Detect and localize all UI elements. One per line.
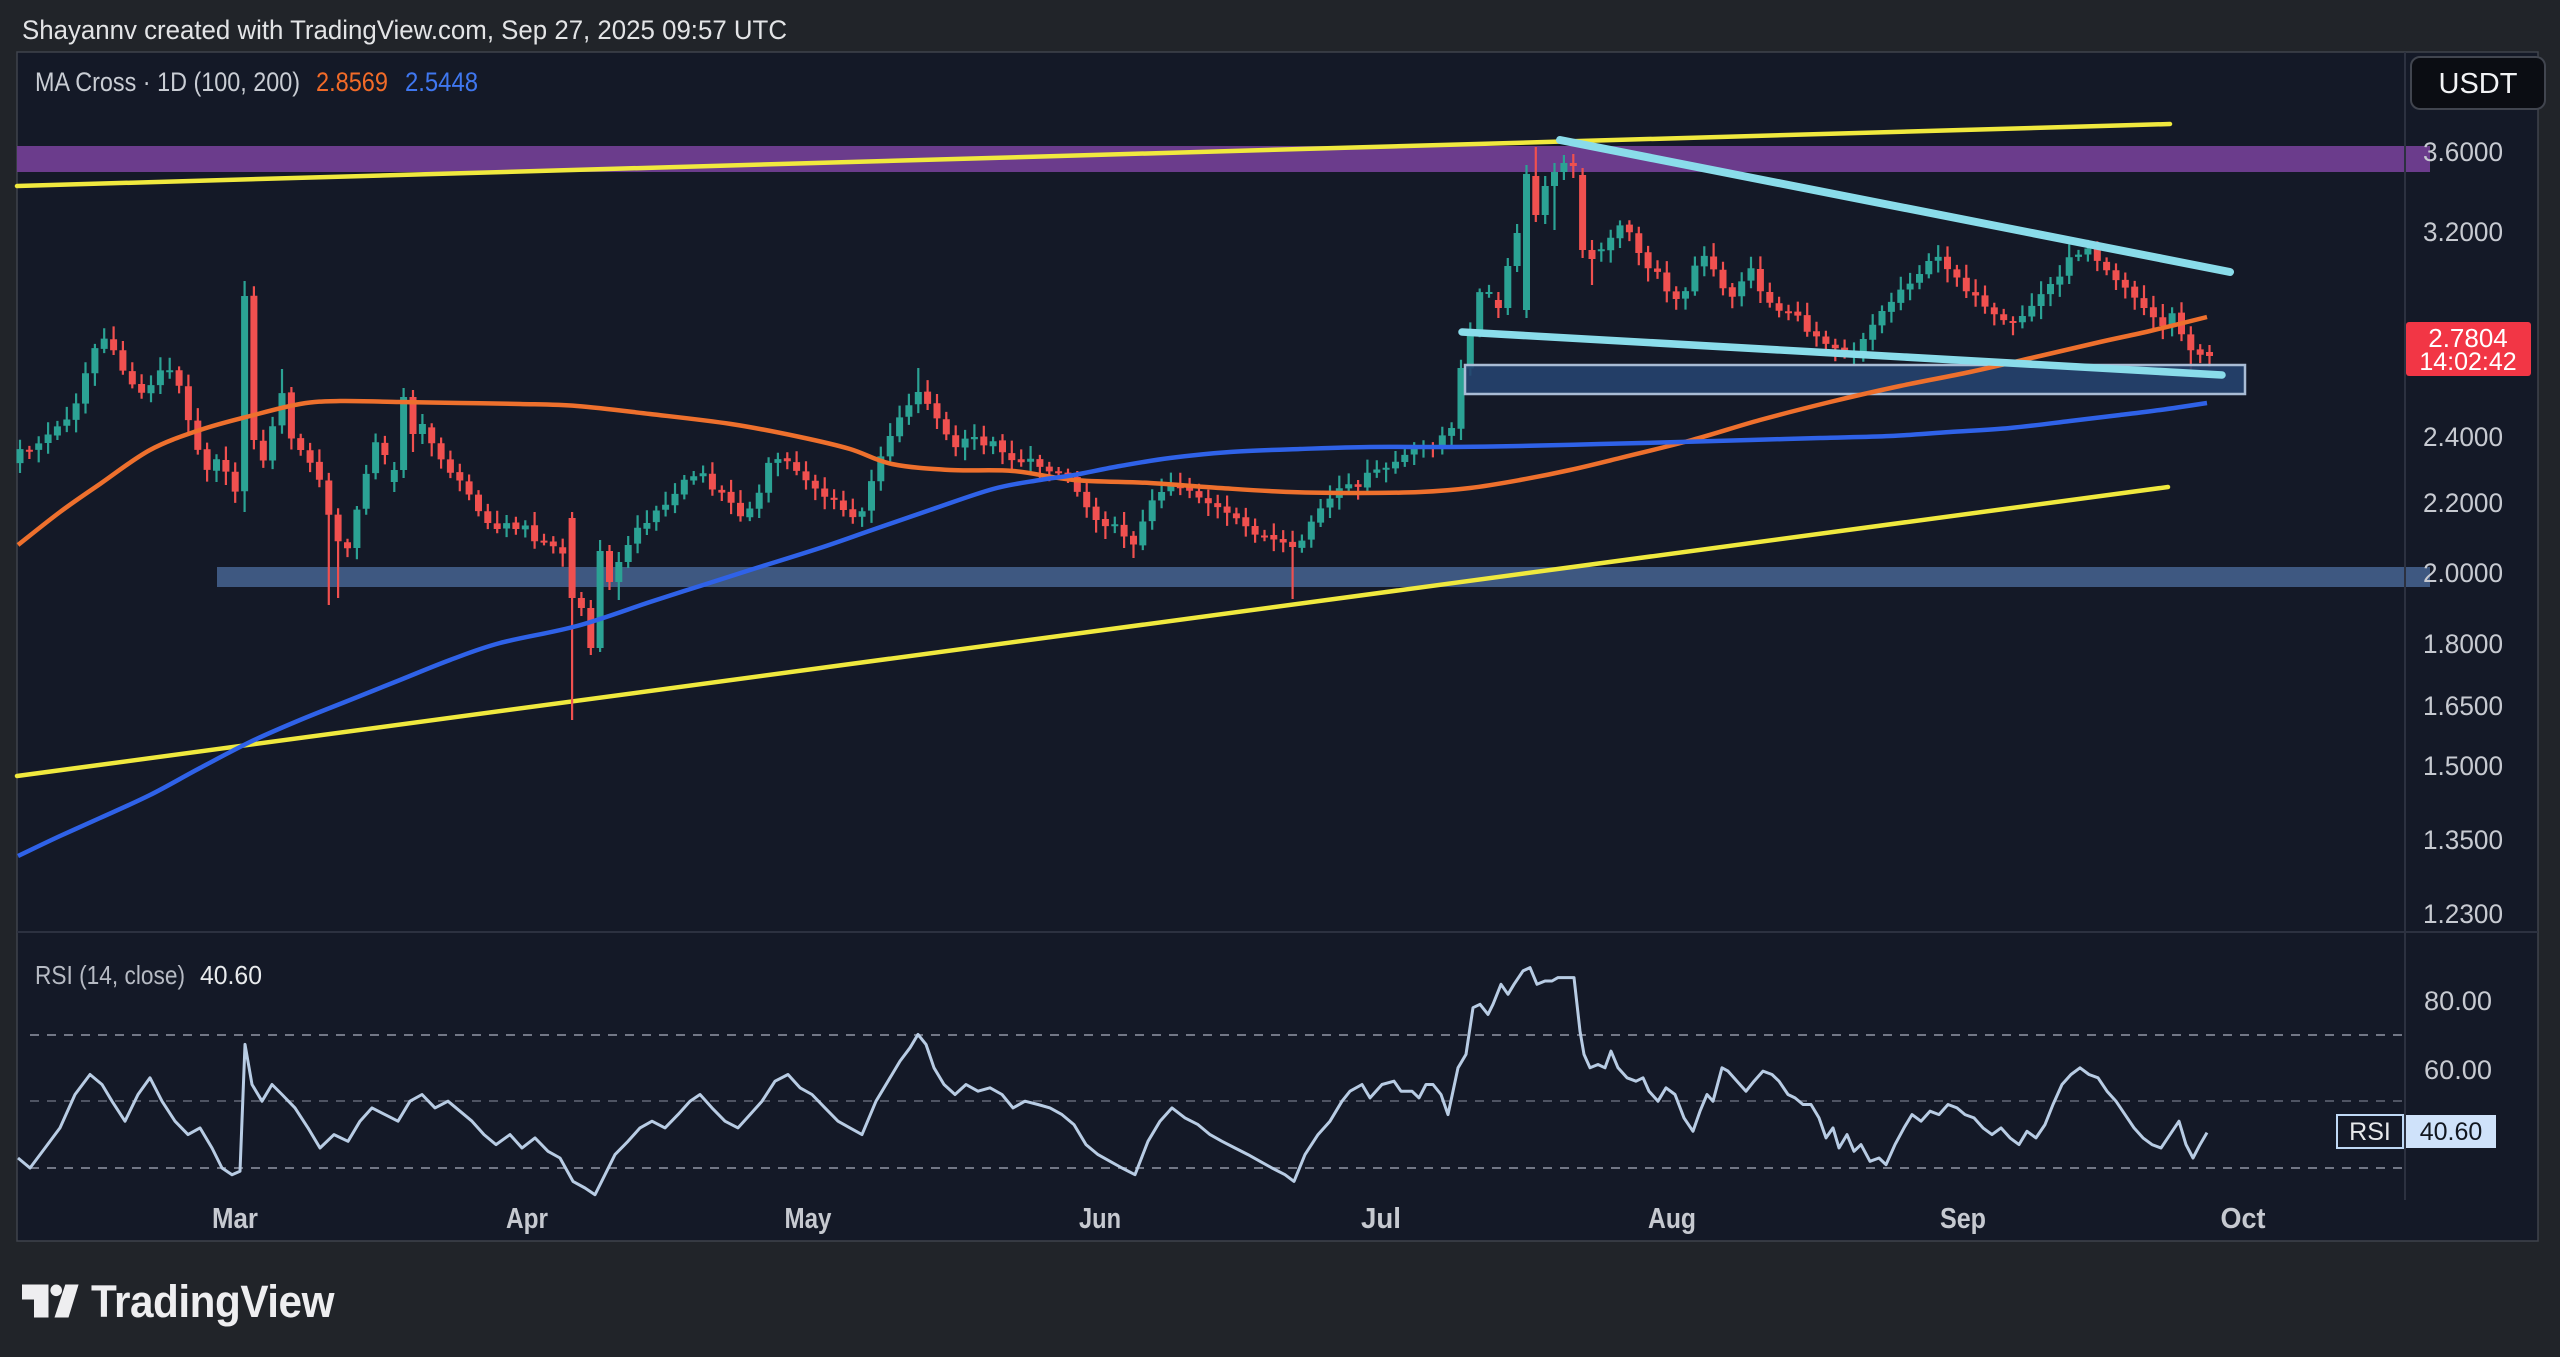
- svg-text:2.0000: 2.0000: [2423, 558, 2503, 588]
- svg-text:1.6500: 1.6500: [2423, 691, 2503, 721]
- svg-text:2.5448: 2.5448: [405, 67, 478, 97]
- svg-text:RSI: RSI: [2349, 1118, 2391, 1146]
- svg-text:Mar: Mar: [212, 1203, 258, 1235]
- svg-text:60.00: 60.00: [2424, 1055, 2492, 1085]
- svg-text:40.60: 40.60: [200, 960, 262, 990]
- svg-text:May: May: [785, 1203, 832, 1235]
- svg-text:Sep: Sep: [1940, 1203, 1986, 1235]
- svg-text:1.8000: 1.8000: [2423, 629, 2503, 659]
- svg-text:40.60: 40.60: [2420, 1118, 2483, 1146]
- svg-text:RSI (14, close): RSI (14, close): [35, 960, 185, 990]
- svg-text:USDT: USDT: [2439, 68, 2518, 100]
- svg-text:MA Cross · 1D (100, 200): MA Cross · 1D (100, 200): [35, 67, 300, 97]
- svg-text:2.4000: 2.4000: [2423, 422, 2503, 452]
- svg-text:2.7804: 2.7804: [2428, 323, 2508, 353]
- svg-text:TradingView: TradingView: [91, 1276, 335, 1327]
- svg-text:14:02:42: 14:02:42: [2419, 348, 2516, 376]
- svg-text:3.2000: 3.2000: [2423, 217, 2503, 247]
- svg-text:Apr: Apr: [506, 1203, 548, 1235]
- svg-text:1.3500: 1.3500: [2423, 825, 2503, 855]
- svg-text:1.5000: 1.5000: [2423, 751, 2503, 781]
- svg-text:Jun: Jun: [1079, 1203, 1121, 1235]
- svg-text:1.2300: 1.2300: [2423, 899, 2503, 929]
- svg-text:Shayannv created with TradingV: Shayannv created with TradingView.com, S…: [22, 15, 787, 45]
- svg-text:80.00: 80.00: [2424, 986, 2492, 1016]
- svg-text:Oct: Oct: [2221, 1203, 2266, 1235]
- svg-text:Jul: Jul: [1361, 1203, 1401, 1235]
- svg-text:3.6000: 3.6000: [2423, 137, 2503, 167]
- svg-text:2.2000: 2.2000: [2423, 488, 2503, 518]
- svg-text:2.8569: 2.8569: [316, 67, 388, 97]
- svg-text:Aug: Aug: [1648, 1203, 1696, 1235]
